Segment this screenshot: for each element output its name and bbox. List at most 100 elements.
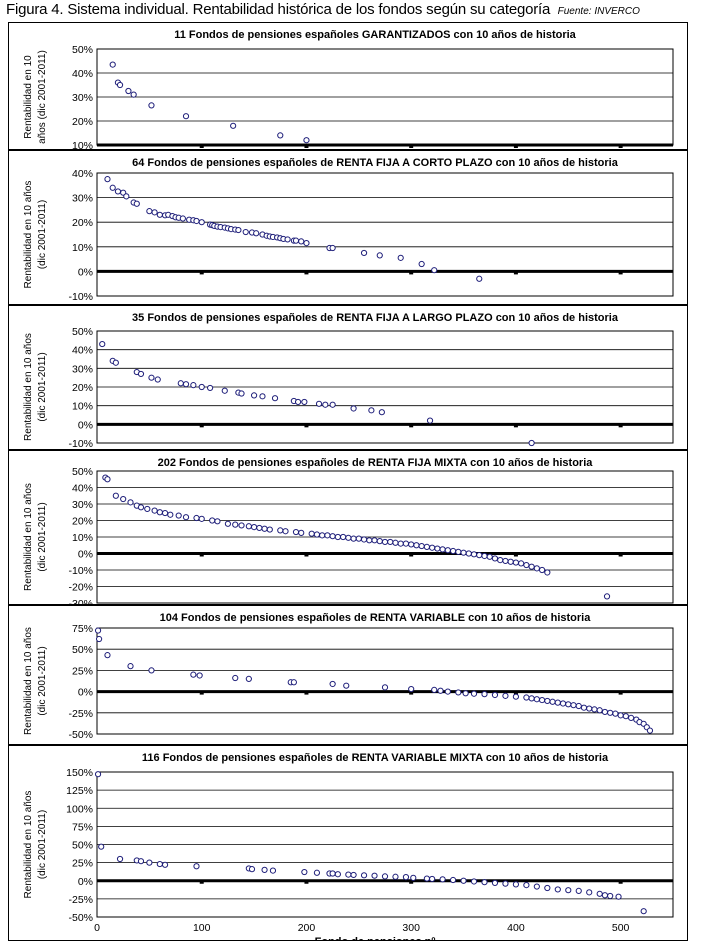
data-point xyxy=(151,507,158,514)
data-point xyxy=(248,866,256,873)
data-point xyxy=(290,679,297,686)
data-point xyxy=(123,193,130,200)
data-point xyxy=(523,561,530,569)
figure-source: Fuente: INVERCO xyxy=(557,6,640,17)
data-point xyxy=(334,871,341,878)
data-point xyxy=(151,209,158,216)
data-point xyxy=(95,635,103,643)
data-point xyxy=(329,401,336,408)
y-tick-label: 0% xyxy=(78,876,93,888)
data-point xyxy=(130,91,137,98)
data-point xyxy=(408,685,415,693)
data-point xyxy=(303,240,310,247)
data-point xyxy=(586,705,593,712)
data-point xyxy=(512,559,520,566)
data-point xyxy=(114,188,122,195)
data-point xyxy=(580,704,588,711)
y-tick-label: 0% xyxy=(78,549,93,561)
data-point xyxy=(175,512,182,519)
data-point xyxy=(98,843,105,850)
data-point xyxy=(294,398,302,406)
data-point xyxy=(116,81,124,89)
y-tick-label: 150% xyxy=(66,767,93,779)
y-tick-label: 20% xyxy=(72,217,93,229)
data-point xyxy=(591,706,598,713)
data-point xyxy=(376,252,383,259)
y-axis-label: Rentabilidad en 10 años xyxy=(23,627,34,735)
chart-title: 35 Fondos de pensiones españoles de RENT… xyxy=(132,312,619,324)
data-point xyxy=(455,689,462,696)
y-axis-label: (dic 2001-2011) xyxy=(37,810,48,879)
data-point xyxy=(628,714,635,721)
y-tick-label: 50% xyxy=(72,44,93,56)
data-point xyxy=(601,708,609,716)
baseline-tick xyxy=(409,270,414,275)
y-tick-label: 50% xyxy=(72,466,93,478)
y-tick-label: 125% xyxy=(66,785,93,797)
data-point xyxy=(232,521,239,528)
baseline-tick xyxy=(304,879,309,884)
data-point xyxy=(284,236,291,243)
data-point xyxy=(491,879,499,887)
data-point xyxy=(449,876,457,884)
baseline-tick xyxy=(409,879,414,884)
y-tick-label: 75% xyxy=(72,821,93,833)
x-tick-label: 200 xyxy=(298,922,316,934)
data-point xyxy=(586,889,593,896)
y-axis-label: Rentabilidad en 10 xyxy=(23,55,34,139)
data-point xyxy=(329,244,336,252)
data-point xyxy=(565,887,572,894)
y-axis-label: Rentabilidad en 10 años xyxy=(23,791,34,899)
data-point xyxy=(133,200,140,207)
data-point xyxy=(303,137,310,144)
data-point xyxy=(232,674,239,682)
data-point xyxy=(371,872,378,879)
data-point xyxy=(559,700,567,707)
data-point xyxy=(350,871,357,879)
data-point xyxy=(544,697,551,705)
chart-panel-renta-fija-largo: 35 Fondos de pensiones españoles de RENT… xyxy=(8,305,688,450)
data-point xyxy=(387,538,394,546)
data-point xyxy=(523,694,530,701)
x-tick-label: 400 xyxy=(507,922,525,934)
data-point xyxy=(350,535,357,542)
data-point xyxy=(146,859,153,866)
data-point xyxy=(214,518,221,525)
data-point xyxy=(109,61,116,68)
data-point xyxy=(156,211,163,218)
x-tick-label: 500 xyxy=(612,922,630,934)
data-point xyxy=(156,860,163,868)
y-tick-label: 30% xyxy=(72,363,93,375)
chart-title: 202 Fondos de pensiones españoles de REN… xyxy=(158,457,594,469)
plot-area xyxy=(96,172,674,297)
y-axis-label: años (dic 2001-2011) xyxy=(37,50,48,144)
data-point xyxy=(137,504,145,511)
data-point xyxy=(209,517,216,524)
chart-svg: 64 Fondos de pensiones españoles de RENT… xyxy=(23,157,674,303)
data-point xyxy=(193,217,200,225)
data-point xyxy=(261,866,268,873)
data-point xyxy=(565,701,572,708)
data-point xyxy=(196,672,203,679)
data-point xyxy=(167,511,174,518)
data-point xyxy=(104,176,111,183)
data-point xyxy=(329,870,336,877)
data-point xyxy=(308,530,315,537)
y-tick-label: 10% xyxy=(72,242,93,254)
data-point xyxy=(465,550,472,557)
data-point xyxy=(198,515,205,522)
data-point xyxy=(381,873,389,880)
figure-title: Figura 4. Sistema individual. Rentabilid… xyxy=(6,1,640,21)
data-point xyxy=(423,543,430,551)
y-tick-label: 0% xyxy=(78,266,93,278)
data-point xyxy=(512,693,520,700)
data-point xyxy=(402,540,410,547)
y-tick-label: 50% xyxy=(72,326,93,338)
baseline-tick xyxy=(199,144,204,148)
y-tick-label: 0% xyxy=(78,687,93,699)
data-point xyxy=(476,552,483,559)
data-point xyxy=(253,230,260,237)
data-point xyxy=(429,544,436,551)
baseline-tick xyxy=(618,690,623,695)
data-point xyxy=(301,868,308,876)
